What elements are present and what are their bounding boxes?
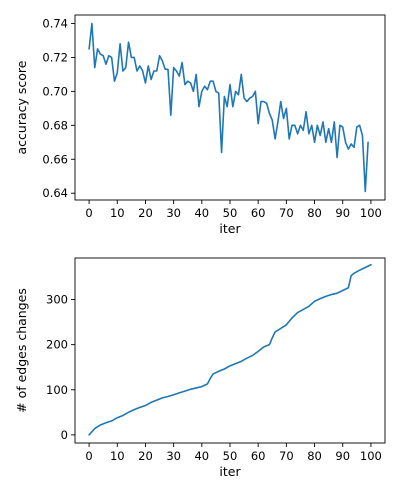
x-axis-label: iter xyxy=(219,464,241,479)
x-tick-label: 20 xyxy=(138,449,153,463)
x-tick-label: 60 xyxy=(251,206,266,220)
y-tick-label: 0.64 xyxy=(42,186,68,200)
edges-chart: 0 10 20 30 40 50 60 70 80 90 100 0 100 200 300 iter # of… xyxy=(14,258,385,479)
x-tick-label: 40 xyxy=(194,206,209,220)
x-tick-label: 80 xyxy=(307,449,322,463)
x-tick-label: 30 xyxy=(166,449,181,463)
x-tick-label: 90 xyxy=(335,449,350,463)
x-tick-label: 70 xyxy=(279,449,294,463)
x-tick-label: 90 xyxy=(335,206,350,220)
y-tick-label: 0.70 xyxy=(42,84,68,98)
x-tick-label: 0 xyxy=(85,449,92,463)
x-tick-label: 0 xyxy=(85,206,92,220)
y-tick-label: 0.74 xyxy=(42,16,68,30)
y-tick-label: 200 xyxy=(46,338,68,352)
accuracy-chart: 0 10 20 30 40 50 60 70 80 90 100 0.64 0.66 0.68 0.70 0.… xyxy=(14,15,385,236)
plot-frame xyxy=(75,15,385,200)
x-tick-label: 40 xyxy=(194,449,209,463)
y-tick-label: 300 xyxy=(46,293,68,307)
x-tick-label: 50 xyxy=(223,206,238,220)
series-line xyxy=(89,23,368,191)
y-tick-label: 100 xyxy=(46,383,68,397)
y-tick-label: 0 xyxy=(61,428,68,442)
x-tick-label: 70 xyxy=(279,206,294,220)
x-tick-label: 80 xyxy=(307,206,322,220)
x-tick-label: 50 xyxy=(223,449,238,463)
y-tick-label: 0.66 xyxy=(42,152,68,166)
x-tick-label: 100 xyxy=(360,449,382,463)
y-tick-label: 0.72 xyxy=(42,50,68,64)
y-axis-label: # of edges changes xyxy=(14,288,29,413)
x-tick-label: 100 xyxy=(360,206,382,220)
x-tick-label: 20 xyxy=(138,206,153,220)
y-tick-label: 0.68 xyxy=(42,118,68,132)
series-line xyxy=(89,265,371,435)
x-tick-label: 10 xyxy=(110,206,125,220)
y-axis-label: accuracy score xyxy=(14,60,29,154)
x-tick-label: 10 xyxy=(110,449,125,463)
x-tick-label: 30 xyxy=(166,206,181,220)
x-tick-label: 60 xyxy=(251,449,266,463)
x-axis-label: iter xyxy=(219,221,241,236)
